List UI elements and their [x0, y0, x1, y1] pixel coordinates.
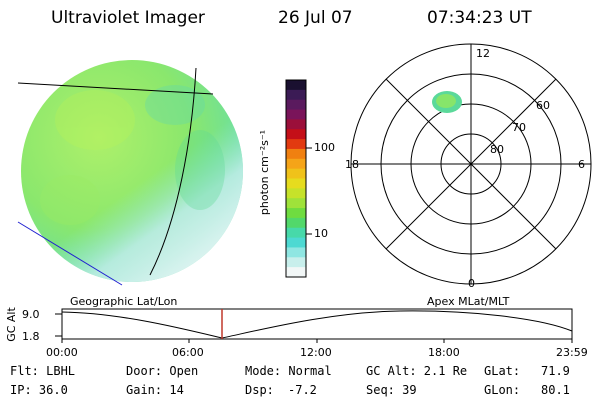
colorbar-band: [286, 139, 306, 150]
colorbar-band: [286, 188, 306, 199]
timeline-y-label: GC Alt: [4, 307, 18, 342]
colorbar: [286, 80, 306, 278]
lat-label-60: 60: [536, 99, 550, 112]
y-tick-9: 9.0: [22, 308, 40, 321]
mlt-label-0: 0: [468, 277, 475, 290]
earth-disk-image: [17, 60, 243, 286]
colorbar-band: [286, 227, 306, 239]
colorbar-tick-100: 100: [314, 141, 335, 154]
seq-info: Seq: 39: [366, 383, 417, 397]
glat-info: GLat:: [484, 364, 521, 378]
gain-info: Gain: 14: [126, 383, 184, 397]
colorbar-band: [286, 237, 306, 248]
x-tick-0600: 06:00: [172, 346, 204, 359]
colorbar-band: [286, 99, 306, 111]
door-info: Door: Open: [126, 364, 199, 378]
terminator-line: [17, 221, 123, 286]
mlt-label-12: 12: [476, 47, 490, 60]
glon-value: 80.1: [541, 383, 570, 397]
apex-coord-title: Apex MLat/MLT: [427, 295, 510, 308]
colorbar-band: [286, 80, 306, 91]
colorbar-band: [286, 217, 306, 229]
lat-label-80: 80: [490, 143, 504, 156]
colorbar-band: [286, 158, 306, 170]
polar-plot: [350, 43, 592, 285]
altitude-curve: [61, 310, 573, 339]
y-tick-1-8: 1.8: [22, 330, 40, 343]
date-label: 26 Jul 07: [278, 8, 353, 28]
colorbar-band: [286, 129, 306, 140]
lat-label-70: 70: [512, 121, 526, 134]
gc-alt-info: GC Alt: 2.1 Re: [366, 364, 468, 378]
x-tick-2359: 23:59: [556, 346, 588, 359]
colorbar-band: [286, 148, 306, 160]
auroral-blob: [432, 91, 462, 113]
colorbar-band: [286, 267, 306, 278]
x-tick-1800: 18:00: [428, 346, 460, 359]
app-title: Ultraviolet Imager: [51, 8, 205, 28]
colorbar-band: [286, 89, 306, 101]
geo-coord-title: Geographic Lat/Lon: [70, 295, 178, 308]
dsp-info: Dsp:: [245, 383, 274, 397]
colorbar-band: [286, 247, 306, 258]
time-label: 07:34:23 UT: [427, 8, 532, 28]
mlt-label-18: 18: [345, 158, 359, 171]
altitude-timeline: [55, 308, 573, 343]
colorbar-band: [286, 208, 306, 219]
x-tick-0000: 00:00: [46, 346, 78, 359]
colorbar-band: [286, 257, 306, 268]
colorbar-band: [286, 109, 306, 120]
colorbar-unit-label: photon cm⁻²s⁻¹: [258, 129, 272, 216]
geo-meridian-line: [149, 67, 197, 276]
geo-grid-line: [17, 82, 214, 95]
x-tick-1200: 12:00: [300, 346, 332, 359]
colorbar-band: [286, 119, 306, 130]
glat-value: 71.9: [541, 364, 570, 378]
mlt-label-6: 6: [578, 158, 585, 171]
colorbar-tick-10: 10: [314, 227, 328, 240]
glon-info: GLon:: [484, 383, 521, 397]
colorbar-band: [286, 168, 306, 179]
ip-info: IP: 36.0: [10, 383, 68, 397]
colorbar-band: [286, 198, 306, 209]
filter-info: Flt: LBHL: [10, 364, 76, 378]
mode-info: Mode: Normal: [245, 364, 332, 378]
dsp-value: -7.2: [288, 383, 317, 397]
colorbar-band: [286, 178, 306, 189]
